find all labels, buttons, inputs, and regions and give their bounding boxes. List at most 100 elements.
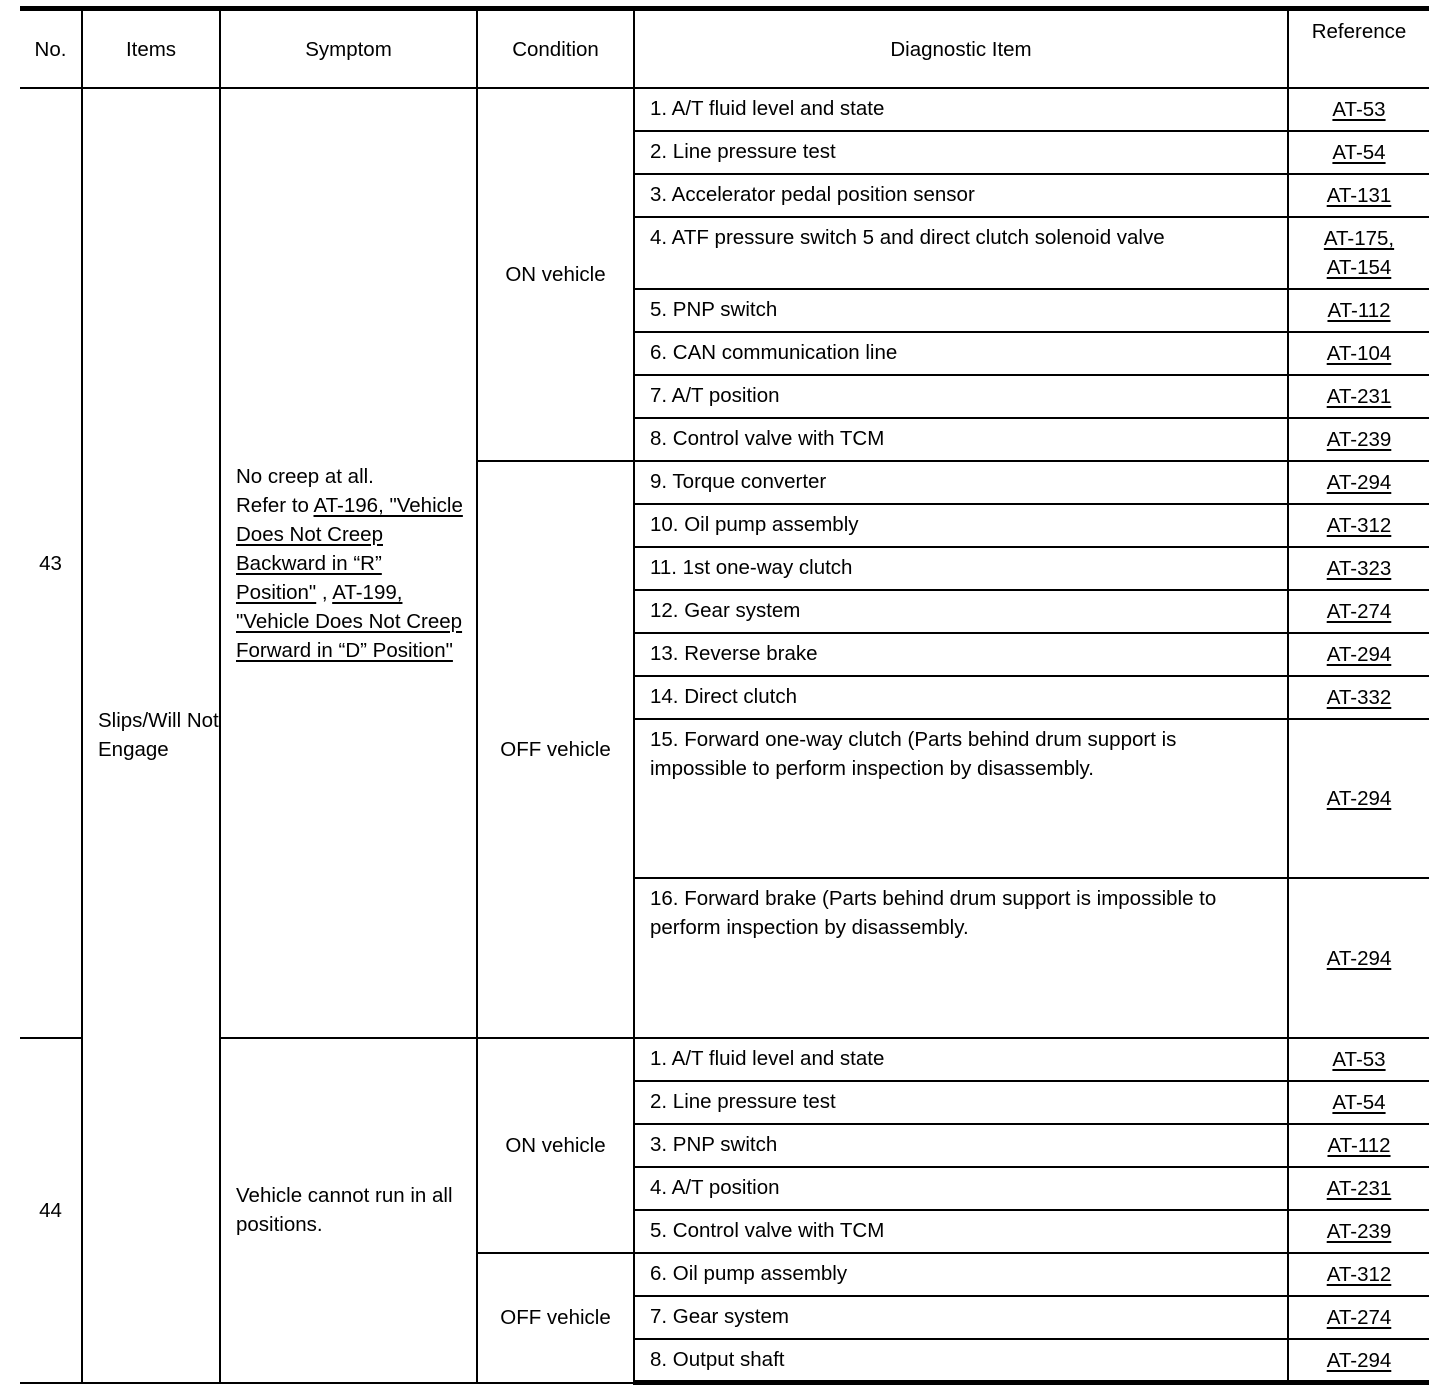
symptom-text: No creep at all. bbox=[236, 464, 374, 488]
reference-cell: AT-231 bbox=[1287, 1166, 1429, 1211]
header-reference: Reference bbox=[1287, 6, 1429, 89]
reference-link[interactable]: AT-239 bbox=[1326, 428, 1392, 451]
reference-link[interactable]: AT-294 bbox=[1326, 471, 1392, 494]
reference-link[interactable]: AT-294 bbox=[1326, 643, 1392, 666]
table-row: OFF vehicle 6. Oil pump assembly AT-312 bbox=[20, 1252, 1429, 1384]
reference-link[interactable]: AT-294 bbox=[1326, 787, 1392, 810]
diagnostic-item: 2. Line pressure test bbox=[634, 130, 1289, 175]
reference-link[interactable]: AT-53 bbox=[1332, 98, 1386, 121]
diagnostic-item: 2. Line pressure test bbox=[634, 1080, 1289, 1125]
diagnostic-item: 1. A/T fluid level and state bbox=[633, 87, 1289, 132]
reference-cell: AT-239 bbox=[1287, 417, 1429, 462]
table-row: 44 Vehicle cannot run in all positions. ON… bbox=[20, 1037, 1429, 1384]
diagnostic-item: 4. A/T position bbox=[634, 1166, 1289, 1211]
reference-cell: AT-54 bbox=[1287, 1080, 1429, 1125]
symptom-reference-link[interactable]: AT-196, "Vehicle Does Not Creep Backward… bbox=[236, 493, 463, 604]
table-row: 4. A/T position AT-231 bbox=[20, 1166, 1429, 1211]
table-row: 6. CAN communication line AT-104 bbox=[20, 331, 1429, 376]
reference-cell: AT-104 bbox=[1287, 331, 1429, 376]
table-row: 7. A/T position AT-231 bbox=[20, 374, 1429, 419]
reference-cell: AT-175, AT-154 bbox=[1287, 216, 1429, 290]
table-body: 43 Slips/Will Not Engage No creep at all. R… bbox=[20, 87, 1429, 1385]
reference-link[interactable]: AT-294 bbox=[1326, 946, 1392, 970]
reference-cell: AT-294 bbox=[1287, 632, 1429, 677]
header-row: No. Items Symptom Condition Diagnostic I… bbox=[20, 6, 1429, 89]
condition-cell: OFF vehicle bbox=[477, 1252, 635, 1384]
reference-link[interactable]: AT-274 bbox=[1326, 1306, 1392, 1329]
table-row: OFF vehicle 9. Torque converter AT-294 bbox=[20, 460, 1429, 1039]
reference-link[interactable]: AT-231 bbox=[1326, 1177, 1392, 1200]
symptom-reference-link[interactable]: AT-199, "Vehicle Does Not Creep Forward … bbox=[236, 580, 463, 662]
header-condition: Condition bbox=[476, 6, 635, 89]
reference-link[interactable]: AT-323 bbox=[1326, 557, 1392, 580]
items-cell: Slips/Will Not Engage bbox=[81, 87, 221, 1384]
table-row: 8. Output shaft AT-294 bbox=[20, 1338, 1429, 1385]
diagnostic-table: No. Items Symptom Condition Diagnostic I… bbox=[20, 6, 1429, 1385]
table-row: 5. Control valve with TCM AT-239 bbox=[20, 1209, 1429, 1254]
reference-link[interactable]: AT-154 bbox=[1326, 256, 1392, 279]
table-row: 8. Control valve with TCM AT-239 bbox=[20, 417, 1429, 462]
symptom-text: Vehicle cannot run in all positions. bbox=[236, 1184, 453, 1237]
reference-cell: AT-294 bbox=[1287, 460, 1429, 505]
header-diagnostic-item: Diagnostic Item bbox=[633, 6, 1289, 89]
symptom-text: Refer to bbox=[236, 493, 314, 517]
reference-cell: AT-312 bbox=[1287, 1252, 1429, 1297]
diagnostic-item: 10. Oil pump assembly bbox=[634, 503, 1289, 548]
reference-link[interactable]: AT-54 bbox=[1332, 1091, 1386, 1114]
diagnostic-item: 5. PNP switch bbox=[634, 288, 1289, 333]
reference-link[interactable]: AT-274 bbox=[1326, 600, 1392, 623]
diagnostic-item: 8. Control valve with TCM bbox=[634, 417, 1289, 462]
reference-link[interactable]: AT-312 bbox=[1326, 514, 1392, 537]
table-row: 14. Direct clutch AT-332 bbox=[20, 675, 1429, 720]
header-symptom: Symptom bbox=[219, 6, 478, 89]
diagnostic-item: 13. Reverse brake bbox=[634, 632, 1289, 677]
table-row: 2. Line pressure test AT-54 bbox=[20, 1080, 1429, 1125]
reference-cell: AT-112 bbox=[1287, 288, 1429, 333]
reference-cell: AT-294 bbox=[1287, 877, 1429, 1039]
diagnostic-item: 3. Accelerator pedal position sensor bbox=[634, 173, 1289, 218]
reference-link[interactable]: AT-131 bbox=[1326, 184, 1392, 207]
table-row: 5. PNP switch AT-112 bbox=[20, 288, 1429, 333]
reference-cell: AT-231 bbox=[1287, 374, 1429, 419]
diagnostic-item: 1. A/T fluid level and state bbox=[633, 1037, 1289, 1082]
reference-cell: AT-131 bbox=[1287, 173, 1429, 218]
condition-cell: ON vehicle bbox=[476, 87, 635, 462]
symptom-cell: Vehicle cannot run in all positions. bbox=[219, 1037, 478, 1384]
reference-link[interactable]: AT-312 bbox=[1326, 1263, 1392, 1286]
reference-cell: AT-274 bbox=[1287, 1295, 1429, 1340]
reference-cell: AT-54 bbox=[1287, 130, 1429, 175]
table-row: 4. ATF pressure switch 5 and direct clut… bbox=[20, 216, 1429, 290]
table-row: 13. Reverse brake AT-294 bbox=[20, 632, 1429, 677]
reference-link[interactable]: AT-54 bbox=[1332, 141, 1386, 164]
diagnostic-item: 7. A/T position bbox=[634, 374, 1289, 419]
symptom-text: , bbox=[316, 580, 333, 604]
diagnostic-item: 7. Gear system bbox=[634, 1295, 1289, 1340]
condition-cell: ON vehicle bbox=[476, 1037, 635, 1254]
diagnostic-item: 15. Forward one-way clutch (Parts behind… bbox=[634, 718, 1289, 879]
table-row: 43 Slips/Will Not Engage No creep at all. R… bbox=[20, 87, 1429, 1384]
reference-link[interactable]: AT-294 bbox=[1326, 1348, 1392, 1372]
reference-link[interactable]: AT-239 bbox=[1326, 1220, 1392, 1243]
reference-link[interactable]: AT-332 bbox=[1326, 686, 1392, 709]
table-row: 11. 1st one-way clutch AT-323 bbox=[20, 546, 1429, 591]
diagnostic-item: 6. Oil pump assembly bbox=[633, 1252, 1289, 1297]
table-row: 15. Forward one-way clutch (Parts behind… bbox=[20, 718, 1429, 879]
diagnostic-item: 14. Direct clutch bbox=[634, 675, 1289, 720]
reference-cell: AT-239 bbox=[1287, 1209, 1429, 1254]
table-row: 3. Accelerator pedal position sensor AT-1… bbox=[20, 173, 1429, 218]
reference-cell: AT-323 bbox=[1287, 546, 1429, 591]
header-items: Items bbox=[81, 6, 221, 89]
table-row: 7. Gear system AT-274 bbox=[20, 1295, 1429, 1340]
symptom-cell: No creep at all. Refer to AT-196, "Vehicl… bbox=[219, 87, 478, 1039]
diagnostic-item: 5. Control valve with TCM bbox=[634, 1209, 1289, 1254]
reference-link[interactable]: AT-112 bbox=[1327, 1134, 1391, 1157]
table-row: 10. Oil pump assembly AT-312 bbox=[20, 503, 1429, 548]
reference-link[interactable]: AT-175, bbox=[1323, 227, 1395, 250]
reference-link[interactable]: AT-231 bbox=[1326, 385, 1392, 408]
reference-link[interactable]: AT-112 bbox=[1327, 299, 1391, 322]
reference-link[interactable]: AT-104 bbox=[1326, 342, 1392, 365]
condition-cell: OFF vehicle bbox=[477, 460, 635, 1039]
reference-cell: AT-294 bbox=[1287, 718, 1429, 879]
diagnostic-item: 16. Forward brake (Parts behind drum sup… bbox=[634, 877, 1289, 1039]
reference-link[interactable]: AT-53 bbox=[1332, 1048, 1386, 1071]
